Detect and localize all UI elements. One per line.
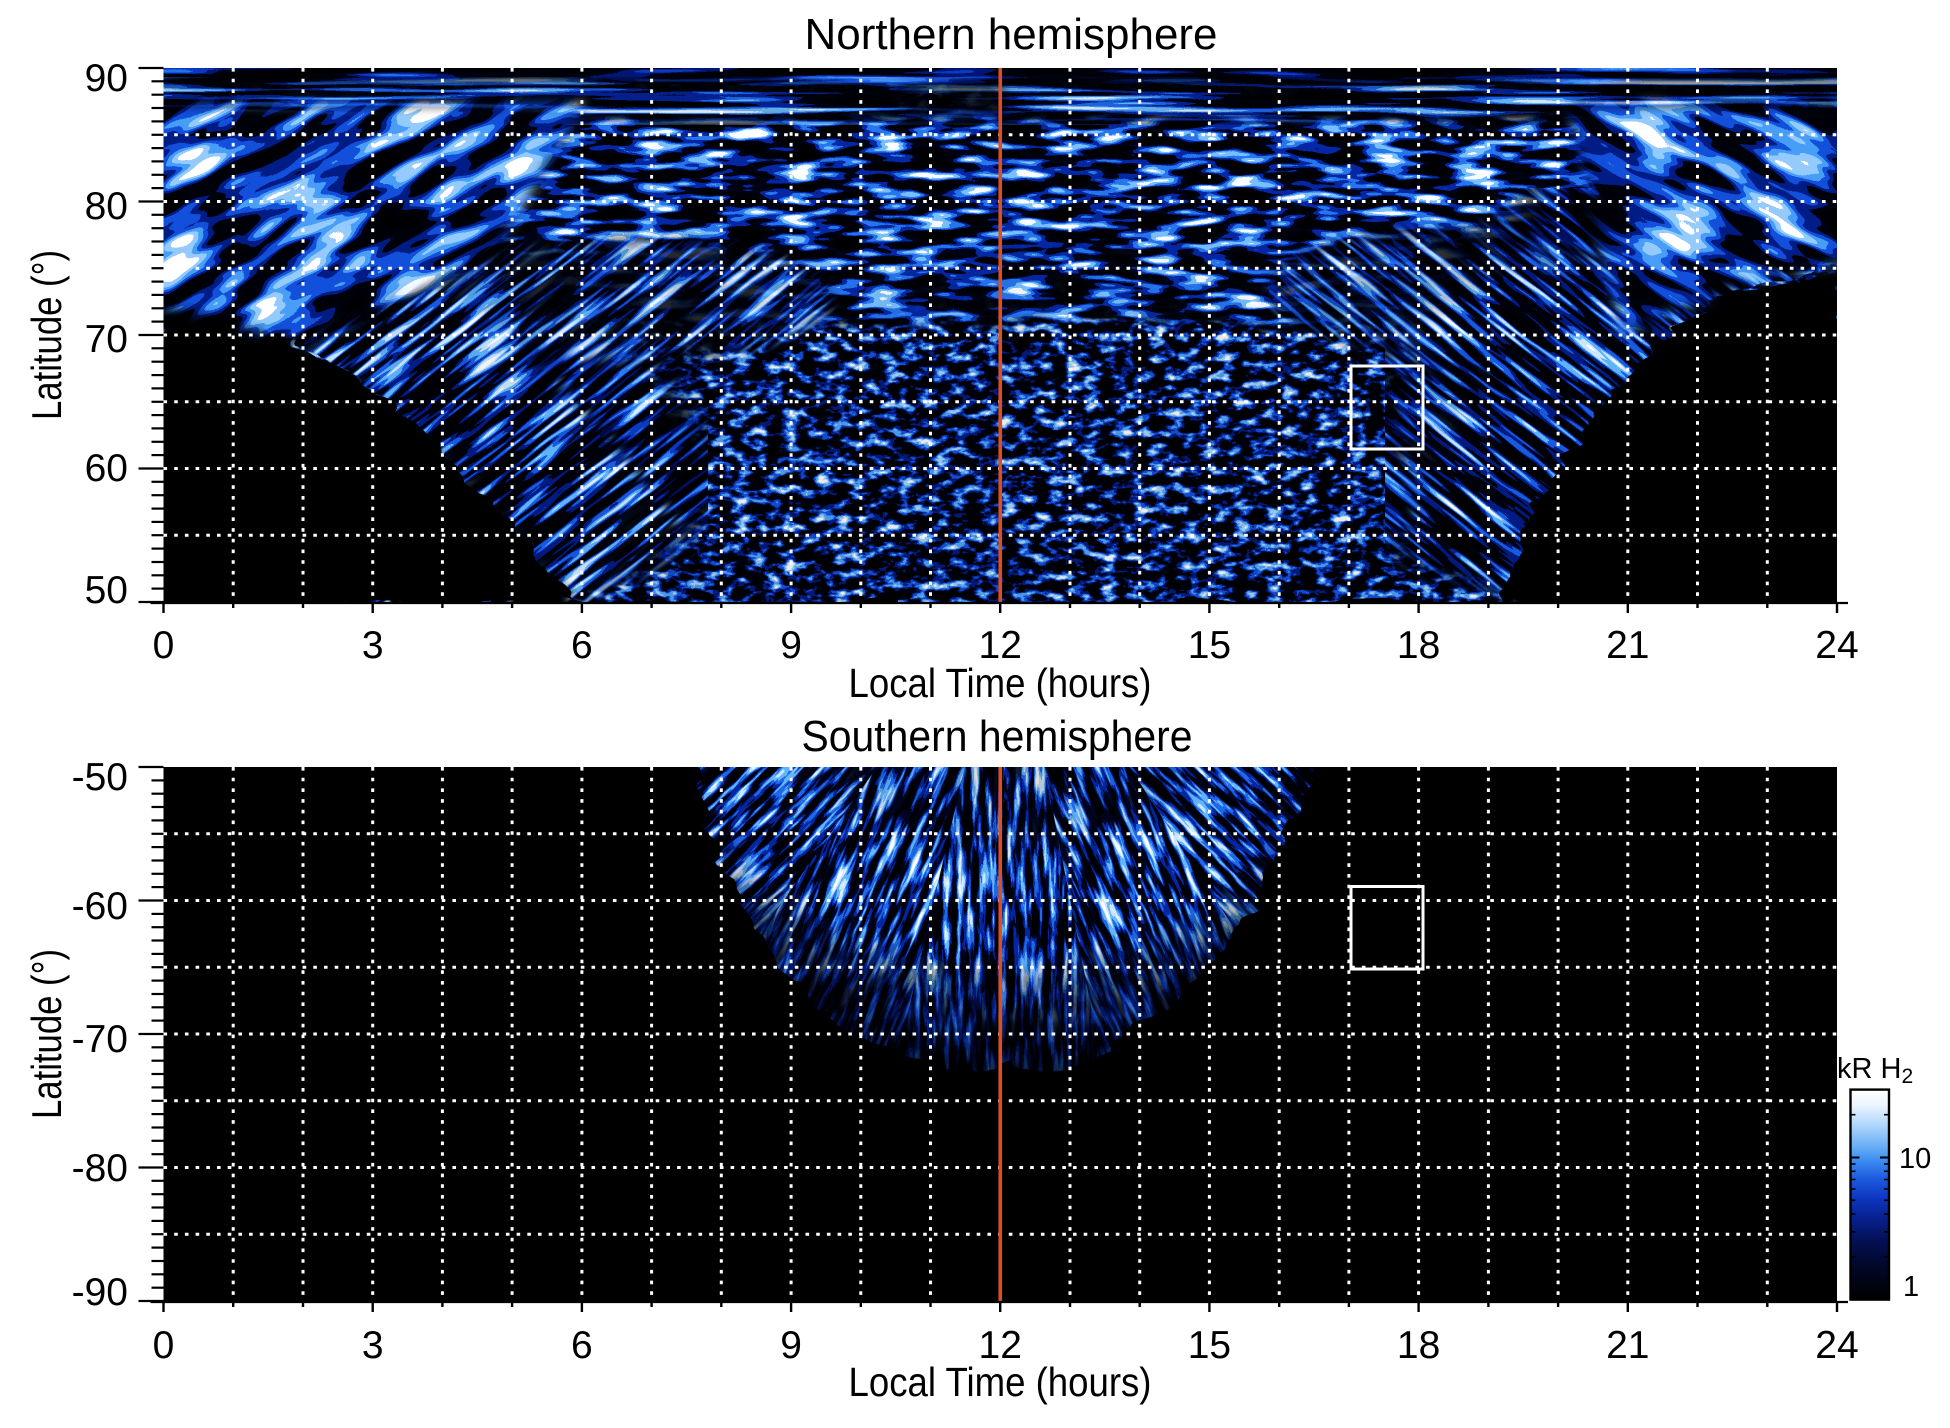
- svg-text:6: 6: [571, 624, 593, 667]
- svg-text:9: 9: [780, 624, 802, 667]
- svg-text:-80: -80: [72, 1147, 128, 1190]
- svg-text:24: 24: [1815, 624, 1858, 667]
- svg-text:10: 10: [1899, 1143, 1931, 1175]
- svg-text:Local Time (hours): Local Time (hours): [849, 660, 1152, 706]
- svg-text:15: 15: [1188, 624, 1231, 667]
- svg-text:3: 3: [362, 624, 384, 667]
- svg-text:15: 15: [1188, 1324, 1231, 1367]
- svg-text:18: 18: [1397, 1324, 1440, 1367]
- svg-text:Latitude (°): Latitude (°): [23, 949, 70, 1119]
- svg-text:kR H2: kR H2: [1837, 1053, 1913, 1088]
- svg-text:-90: -90: [72, 1271, 128, 1314]
- svg-text:Local Time (hours): Local Time (hours): [849, 1359, 1152, 1405]
- svg-text:24: 24: [1815, 1324, 1858, 1367]
- svg-text:-70: -70: [72, 1018, 128, 1061]
- svg-text:6: 6: [571, 1324, 593, 1367]
- svg-text:0: 0: [153, 624, 175, 667]
- svg-text:Latitude (°): Latitude (°): [23, 250, 70, 420]
- svg-text:-50: -50: [72, 756, 128, 799]
- svg-text:1: 1: [1903, 1271, 1919, 1303]
- svg-text:12: 12: [979, 624, 1022, 667]
- svg-text:80: 80: [85, 185, 128, 228]
- svg-text:50: 50: [85, 569, 128, 612]
- svg-text:9: 9: [780, 1324, 802, 1367]
- svg-text:90: 90: [85, 57, 128, 100]
- svg-text:Northern hemisphere: Northern hemisphere: [805, 10, 1218, 59]
- svg-text:70: 70: [85, 318, 128, 361]
- svg-text:Southern hemisphere: Southern hemisphere: [802, 712, 1193, 761]
- svg-text:60: 60: [85, 447, 128, 490]
- svg-text:18: 18: [1397, 624, 1440, 667]
- svg-text:12: 12: [979, 1324, 1022, 1367]
- svg-text:21: 21: [1606, 624, 1649, 667]
- svg-text:21: 21: [1606, 1324, 1649, 1367]
- svg-text:-60: -60: [72, 885, 128, 928]
- svg-text:0: 0: [153, 1324, 175, 1367]
- svg-text:3: 3: [362, 1324, 384, 1367]
